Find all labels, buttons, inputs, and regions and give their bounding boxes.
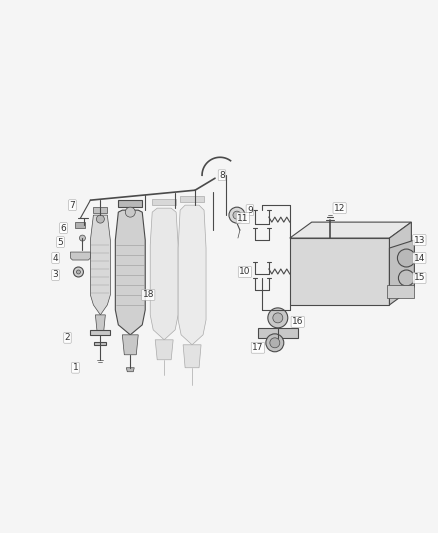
Polygon shape <box>180 196 204 202</box>
Polygon shape <box>150 208 178 340</box>
Polygon shape <box>152 199 176 205</box>
Polygon shape <box>258 328 298 338</box>
Text: 13: 13 <box>413 236 425 245</box>
Text: 1: 1 <box>73 363 78 372</box>
Circle shape <box>74 267 83 277</box>
Circle shape <box>399 270 414 286</box>
Circle shape <box>397 249 415 267</box>
Polygon shape <box>389 222 411 305</box>
Circle shape <box>273 313 283 323</box>
Polygon shape <box>178 205 206 345</box>
Polygon shape <box>95 342 106 345</box>
Polygon shape <box>90 330 110 335</box>
Text: 10: 10 <box>239 268 251 277</box>
Polygon shape <box>183 345 201 368</box>
Text: 11: 11 <box>237 214 249 223</box>
Polygon shape <box>389 240 414 295</box>
Polygon shape <box>118 200 142 207</box>
Circle shape <box>233 211 241 219</box>
Text: 8: 8 <box>219 171 225 180</box>
Circle shape <box>79 235 85 241</box>
Text: 15: 15 <box>413 273 425 282</box>
Text: 6: 6 <box>60 224 67 232</box>
Polygon shape <box>93 207 107 213</box>
Polygon shape <box>155 340 173 360</box>
Circle shape <box>229 207 245 223</box>
Circle shape <box>96 215 104 223</box>
Polygon shape <box>95 315 106 335</box>
Polygon shape <box>122 335 138 355</box>
Text: 4: 4 <box>53 254 58 263</box>
Text: 5: 5 <box>58 238 64 247</box>
Circle shape <box>270 338 280 348</box>
Text: 3: 3 <box>53 270 58 279</box>
Polygon shape <box>75 222 85 228</box>
Text: 16: 16 <box>292 317 304 326</box>
Polygon shape <box>388 285 414 298</box>
Polygon shape <box>90 215 110 315</box>
Circle shape <box>266 334 284 352</box>
Text: 14: 14 <box>413 254 425 263</box>
Polygon shape <box>115 210 145 335</box>
Polygon shape <box>126 368 134 372</box>
Circle shape <box>77 270 81 274</box>
Circle shape <box>268 308 288 328</box>
Polygon shape <box>290 222 411 238</box>
Text: 9: 9 <box>247 206 253 215</box>
Text: 7: 7 <box>70 200 75 209</box>
Text: 12: 12 <box>334 204 345 213</box>
Polygon shape <box>71 252 90 260</box>
Text: 18: 18 <box>142 290 154 300</box>
Text: 17: 17 <box>252 343 264 352</box>
Polygon shape <box>290 238 389 305</box>
Text: 2: 2 <box>65 333 70 342</box>
Circle shape <box>125 207 135 217</box>
